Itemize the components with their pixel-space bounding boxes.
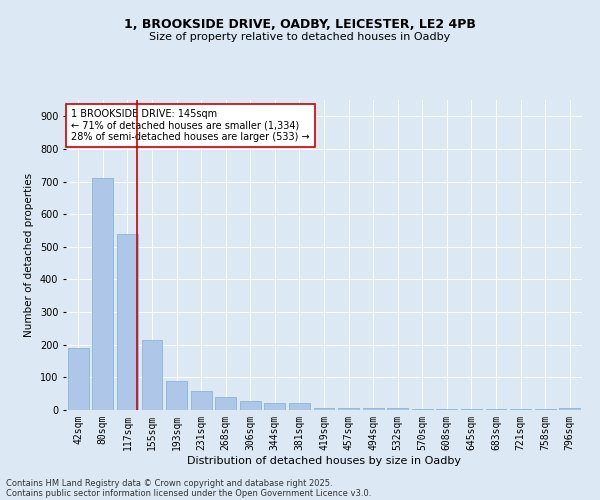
Bar bbox=[92, 178, 113, 410]
Text: Contains public sector information licensed under the Open Government Licence v3: Contains public sector information licen… bbox=[6, 488, 371, 498]
Text: 1, BROOKSIDE DRIVE, OADBY, LEICESTER, LE2 4PB: 1, BROOKSIDE DRIVE, OADBY, LEICESTER, LE… bbox=[124, 18, 476, 30]
X-axis label: Distribution of detached houses by size in Oadby: Distribution of detached houses by size … bbox=[187, 456, 461, 466]
Text: Size of property relative to detached houses in Oadby: Size of property relative to detached ho… bbox=[149, 32, 451, 42]
Bar bbox=[387, 408, 408, 410]
Bar bbox=[559, 408, 580, 410]
Y-axis label: Number of detached properties: Number of detached properties bbox=[25, 173, 34, 337]
Bar bbox=[142, 340, 163, 410]
Bar bbox=[68, 348, 89, 410]
Bar bbox=[240, 401, 261, 410]
Bar bbox=[338, 408, 359, 410]
Bar bbox=[166, 380, 187, 410]
Bar bbox=[289, 403, 310, 410]
Bar bbox=[362, 408, 383, 410]
Bar bbox=[215, 397, 236, 410]
Bar bbox=[314, 408, 334, 410]
Text: Contains HM Land Registry data © Crown copyright and database right 2025.: Contains HM Land Registry data © Crown c… bbox=[6, 478, 332, 488]
Bar bbox=[191, 392, 212, 410]
Bar bbox=[265, 403, 286, 410]
Bar bbox=[117, 234, 138, 410]
Text: 1 BROOKSIDE DRIVE: 145sqm
← 71% of detached houses are smaller (1,334)
28% of se: 1 BROOKSIDE DRIVE: 145sqm ← 71% of detac… bbox=[71, 110, 310, 142]
